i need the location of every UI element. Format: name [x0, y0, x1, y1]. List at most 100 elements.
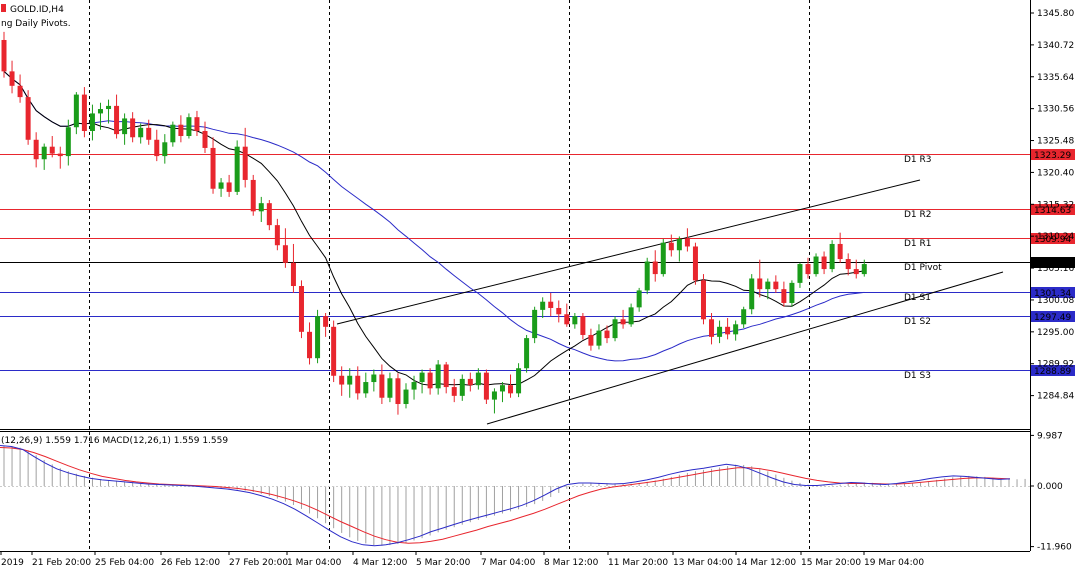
pivot-lines [0, 154, 1030, 371]
candle-body [467, 378, 473, 386]
candle-body [218, 182, 224, 189]
candle-body [379, 374, 385, 398]
macd-tick-label: -11.960 [1037, 543, 1072, 553]
price-tick-label: 1335.64 [1037, 73, 1074, 83]
pivot-price-badge [1031, 204, 1075, 215]
moving-average-fast [3, 71, 865, 386]
candle-body [73, 94, 79, 128]
time-tick-label: 25 Feb 04:00 [95, 558, 154, 568]
pivot-level-name: D1 R2 [904, 210, 932, 220]
candle-body [508, 385, 514, 394]
pivot-price-badge [1031, 287, 1075, 298]
candle-body [652, 261, 658, 275]
candle-body [242, 146, 248, 180]
candle-body [347, 375, 353, 385]
candle-body [315, 316, 321, 359]
candle-body [371, 374, 377, 383]
candle-body [725, 326, 731, 335]
symbol-badge [1, 4, 6, 12]
candle-body [97, 109, 103, 114]
pivot-price-badge [1031, 233, 1075, 244]
candles [1, 31, 867, 415]
price-tick-label: 1325.48 [1037, 137, 1074, 147]
candle-body [65, 127, 71, 157]
macd-tick-label: 0.000 [1037, 482, 1063, 492]
candle-body [459, 378, 465, 396]
price-tick-label: 1320.40 [1037, 168, 1074, 178]
candle-body [749, 278, 755, 310]
candle-body [588, 334, 594, 346]
candle-body [202, 130, 208, 148]
candle-body [813, 256, 819, 275]
macd-title: (12,26,9) 1.559 1.716 MACD(12,26,1) 1.55… [1, 436, 228, 446]
candle-body [403, 389, 409, 405]
time-tick-label: 4 Mar 12:00 [353, 558, 408, 568]
candle-body [419, 372, 425, 383]
pivot-level-name: D1 R3 [904, 155, 932, 165]
candle-body [41, 146, 47, 160]
candle-body [178, 124, 184, 137]
price-tick-label: 1310.24 [1037, 232, 1074, 242]
pivot-price-label: 1297.49 [1034, 313, 1071, 323]
candle-body [57, 153, 63, 157]
vertical-grid [0, 0, 1031, 552]
candle-body [25, 97, 31, 140]
candle-body [628, 307, 634, 325]
candle-body [499, 385, 505, 392]
candle-body [676, 238, 682, 251]
candle-body [853, 269, 859, 275]
pivot-level-name: D1 S3 [904, 371, 931, 381]
time-tick-label: 7 Mar 04:00 [481, 558, 536, 568]
candle-body [540, 301, 546, 310]
pivot-price-badge [1031, 257, 1075, 268]
time-tick-label: 11 Mar 20:00 [608, 558, 668, 568]
candle-body [789, 282, 795, 303]
candle-body [49, 146, 55, 154]
candle-body [250, 179, 256, 212]
candle-body [572, 316, 578, 325]
candle-body [138, 127, 144, 138]
time-tick-label: 27 Feb 20:00 [229, 558, 288, 568]
candle-body [773, 281, 779, 290]
price-axis: 1323.29 1314.63 1309.94 1306.09 1301.34 1297.… [1030, 9, 1075, 402]
candle-body [17, 85, 23, 98]
price-tick-label: 1345.80 [1037, 9, 1074, 19]
candle-body [580, 316, 586, 335]
pivot-level-name: D1 R1 [904, 239, 932, 249]
candle-body [765, 281, 771, 290]
candle-body [154, 139, 160, 157]
candle-body [89, 113, 95, 131]
price-tick-label: 1300.08 [1037, 296, 1074, 306]
candle-body [692, 246, 698, 281]
time-tick-label: 8 Mar 12:00 [544, 558, 599, 568]
candle-body [668, 242, 674, 251]
candle-body [443, 364, 449, 388]
candle-body [331, 326, 337, 376]
candle-body [210, 147, 216, 189]
price-tick-label: 1295.00 [1037, 328, 1074, 338]
candle-body [733, 324, 739, 335]
candle-body [258, 203, 264, 212]
pivot-price-label: 1288.89 [1034, 367, 1071, 377]
macd-tick-label: 9.987 [1037, 431, 1063, 441]
pivot-price-label: 1314.63 [1034, 206, 1071, 216]
candle-body [660, 242, 666, 275]
candle-body [516, 368, 522, 394]
candle-body [564, 314, 570, 325]
candle-body [524, 338, 530, 369]
price-tick-label: 1315.32 [1037, 200, 1074, 210]
candle-body [781, 289, 787, 303]
candle-body [797, 264, 803, 283]
symbol-title: GOLD.ID,H4 [10, 5, 64, 15]
pivot-level-name: D1 Pivot [904, 263, 942, 273]
time-tick-label: 1 Mar 04:00 [287, 558, 342, 568]
candle-body [821, 256, 827, 270]
macd-main-line [0, 445, 1011, 547]
candle-body [266, 203, 272, 226]
pivot-price-badge [1031, 311, 1075, 322]
candle-body [861, 264, 867, 275]
time-tick-label: 14 Mar 12:00 [736, 558, 796, 568]
candle-body [194, 117, 200, 131]
pivot-price-badge [1031, 365, 1075, 376]
